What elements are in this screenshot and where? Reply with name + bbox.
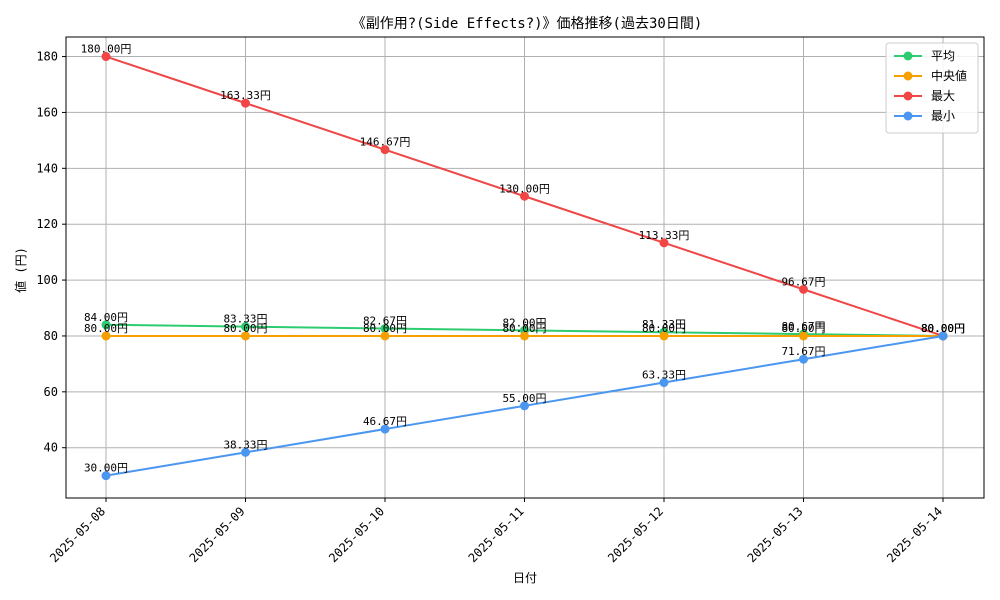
series-layer: [101, 52, 948, 481]
data-point: [101, 320, 111, 330]
legend-box: [885, 42, 979, 134]
y-tick-label: 120: [36, 217, 58, 231]
data-point: [520, 191, 529, 201]
data-point: [380, 424, 390, 434]
legend-marker: [903, 111, 913, 121]
y-tick-label: 100: [36, 273, 58, 287]
data-label: 30.00円: [84, 462, 128, 475]
chart-title: 《副作用?(Side Effects?)》価格推移(過去30日間): [352, 16, 703, 32]
data-label: 81.33円: [642, 318, 686, 331]
data-label: 130.00円: [499, 182, 550, 195]
data-point: [101, 331, 111, 341]
data-label: 71.67円: [781, 345, 825, 358]
data-label: 80.00円: [502, 322, 546, 335]
data-label: 80.00円: [921, 322, 965, 335]
data-point: [380, 145, 390, 155]
data-label: 80.00円: [642, 322, 686, 335]
legend-label: 最大: [931, 89, 955, 103]
data-label: 113.33円: [639, 229, 690, 242]
y-tick-label: 140: [36, 161, 58, 175]
y-tick-label: 160: [36, 105, 58, 119]
data-label: 55.00円: [502, 392, 546, 405]
legend-label: 最小: [931, 109, 955, 123]
data-label: 80.00円: [921, 322, 965, 335]
data-point: [380, 331, 390, 341]
legend-marker: [903, 51, 913, 61]
x-tick-label: 2025-05-08: [47, 504, 108, 565]
data-point: [520, 401, 529, 411]
x-tick-label: 2025-05-14: [884, 504, 945, 565]
data-label: 46.67円: [363, 415, 407, 428]
data-point: [799, 354, 808, 364]
y-tick-label: 60: [44, 385, 58, 399]
legend-marker: [903, 71, 913, 81]
x-tick-label: 2025-05-13: [745, 504, 806, 565]
data-point: [241, 322, 250, 332]
data-label: 82.00円: [502, 316, 546, 329]
y-axis-label: 値 (円): [13, 247, 28, 293]
data-point: [520, 331, 529, 341]
data-label: 63.33円: [642, 369, 686, 382]
x-tick-label: 2025-05-11: [466, 504, 527, 565]
data-point: [380, 323, 390, 333]
y-tick-label: 40: [44, 441, 58, 455]
data-point: [101, 52, 111, 62]
data-point: [659, 238, 669, 248]
data-point: [241, 98, 250, 108]
data-point: [799, 284, 808, 294]
data-label: 38.33円: [223, 438, 267, 451]
x-tick-label: 2025-05-12: [605, 504, 666, 565]
data-label: 83.33円: [223, 313, 267, 326]
data-point: [799, 331, 808, 341]
data-point: [101, 471, 111, 481]
data-label: 82.67円: [363, 314, 407, 327]
data-labels: 84.00円 83.33円 82.67円 82.00円 81.33円 80.67円 80.0…: [81, 43, 965, 475]
data-label: 80.00円: [921, 322, 965, 335]
grid: [66, 37, 984, 498]
y-tick-label: 80: [44, 329, 58, 343]
data-label: 96.67円: [781, 275, 825, 288]
legend-label: 平均: [931, 49, 955, 63]
data-label: 180.00円: [81, 43, 132, 56]
data-label: 80.00円: [84, 322, 128, 335]
x-tick-label: 2025-05-09: [187, 504, 248, 565]
y-tick-label: 180: [36, 50, 58, 64]
data-point: [938, 331, 948, 341]
x-tick-label: 2025-05-10: [326, 504, 387, 565]
data-point: [659, 331, 669, 341]
legend-marker: [903, 91, 913, 101]
data-label: 80.00円: [781, 322, 825, 335]
x-axis-label: 日付: [513, 571, 537, 585]
data-label: 80.00円: [363, 322, 407, 335]
data-label: 146.67円: [360, 136, 411, 149]
data-label: 80.00円: [223, 322, 267, 335]
data-label: 80.67円: [781, 320, 825, 333]
data-label: 163.33円: [220, 89, 271, 102]
data-point: [659, 378, 669, 388]
axis-ticks: 40 60 80 100 120 140 160 180 2025-05-08 2025-05-0…: [36, 50, 945, 566]
data-label: 80.00円: [921, 322, 965, 335]
data-point: [241, 447, 250, 457]
data-point: [241, 331, 250, 341]
legend-label: 中央値: [931, 68, 967, 83]
data-label: 84.00円: [84, 311, 128, 324]
